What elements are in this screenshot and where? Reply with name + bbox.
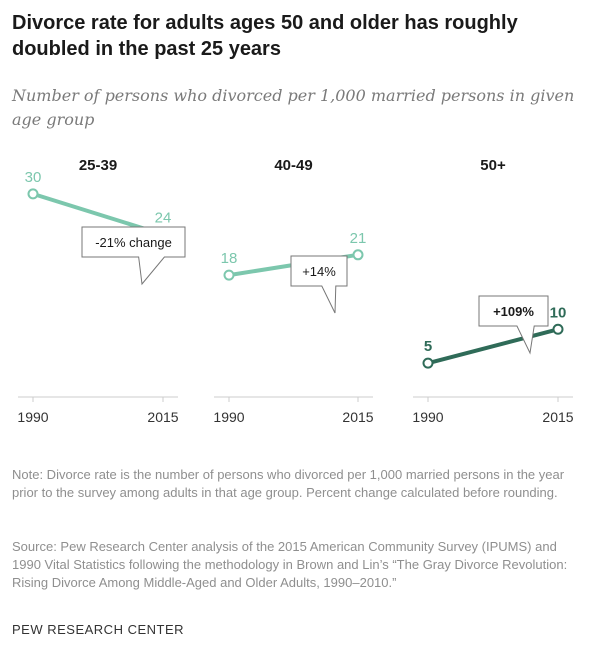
value-label-1990: 30 [25,169,42,186]
slope-chart: 25-39 1990 2015 30 24 -21% change 40-49 1990 201… [17,157,573,425]
value-label-2015: 10 [550,304,567,321]
point-2015 [552,323,564,335]
value-label-1990: 5 [424,338,432,355]
change-callout [81,226,186,286]
series-line [426,327,560,366]
pew-credit: PEW RESEARCH CENTER [12,622,185,637]
value-label-2015: 24 [155,209,172,226]
panel-heading: 50+ [480,157,506,174]
change-callout [478,295,549,355]
point-1990 [27,188,39,200]
chart-source: Source: Pew Research Center analysis of … [12,539,568,590]
panel-heading: 40-49 [274,157,312,174]
x-tick-label: 1990 [213,409,244,425]
x-tick-label: 1990 [17,409,48,425]
chart-title: Divorce rate for adults ages 50 and olde… [12,12,518,60]
x-tick-label: 2015 [147,409,178,425]
point-2015 [352,249,364,261]
x-tick-label: 1990 [412,409,443,425]
point-1990 [223,269,235,281]
x-tick-label: 2015 [342,409,373,425]
chart-subtitle: Number of persons who divorced per 1,000… [12,86,575,129]
change-callout-label: -21% change [95,235,172,250]
change-callout [290,255,348,314]
x-tick-label: 2015 [542,409,573,425]
point-1990 [422,357,434,369]
value-label-1990: 18 [221,250,238,267]
change-callout-label: +109% [493,304,534,319]
change-callout-label: +14% [302,264,336,279]
panel-heading: 25-39 [79,157,117,174]
chart-note: Note: Divorce rate is the number of pers… [12,467,565,500]
value-label-2015: 21 [350,230,367,247]
